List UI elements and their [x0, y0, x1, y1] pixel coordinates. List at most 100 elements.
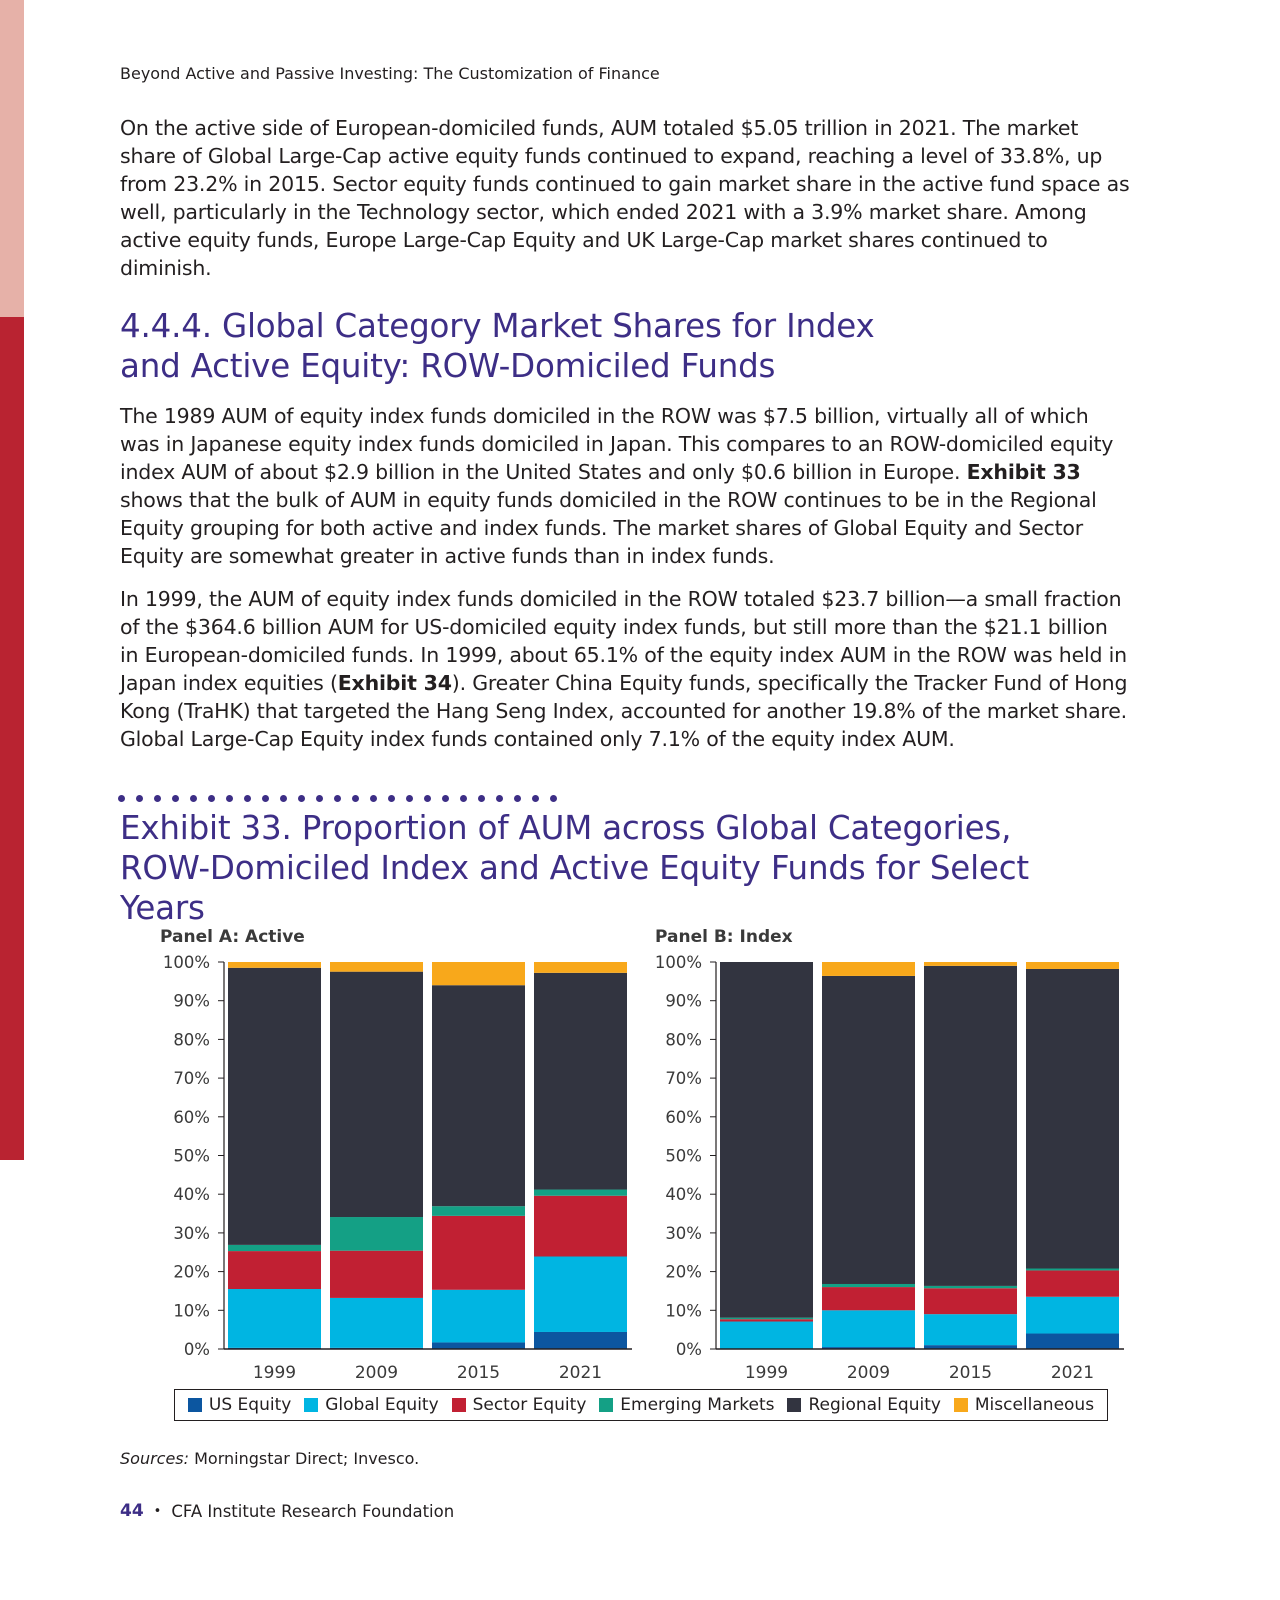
- y-tick-label: 60%: [173, 1108, 210, 1127]
- bar-segment: [720, 1321, 813, 1349]
- x-tick-label: 1999: [745, 1363, 788, 1383]
- page-footer: 44 • CFA Institute Research Foundation: [120, 1501, 454, 1521]
- divider-dot: [352, 795, 359, 802]
- y-tick-label: 40%: [665, 1185, 702, 1204]
- bar-segment: [228, 1244, 321, 1252]
- bar-segment: [720, 962, 813, 1318]
- legend-item: Regional Equity: [787, 1395, 941, 1415]
- bar-segment: [822, 962, 915, 976]
- y-tick-label: 70%: [173, 1069, 210, 1088]
- legend-swatch: [451, 1398, 466, 1412]
- bar-segment: [924, 1285, 1017, 1289]
- y-tick-label: 100%: [655, 953, 702, 972]
- bar-segment: [534, 1195, 627, 1257]
- bar-segment: [432, 962, 525, 986]
- y-tick-label: 10%: [173, 1301, 210, 1320]
- divider-dot: [496, 795, 503, 802]
- dotted-divider: [118, 795, 557, 805]
- sources-text: Morningstar Direct; Invesco.: [189, 1449, 420, 1468]
- divider-dot: [442, 795, 449, 802]
- y-tick-label: 0%: [676, 1340, 702, 1359]
- legend-swatch: [787, 1398, 802, 1412]
- bar-segment: [228, 967, 321, 1245]
- legend-item: Global Equity: [304, 1395, 439, 1415]
- sources-label: Sources:: [120, 1449, 190, 1468]
- bar-segment: [924, 1288, 1017, 1315]
- y-tick-label: 0%: [184, 1340, 210, 1359]
- divider-dot: [388, 795, 395, 802]
- bar-segment: [822, 1310, 915, 1348]
- bar-segment: [330, 1297, 423, 1348]
- x-tick-label: 2015: [457, 1363, 500, 1383]
- divider-dot: [406, 795, 413, 802]
- divider-dot: [550, 795, 557, 802]
- bar-segment: [330, 962, 423, 972]
- bar-segment: [534, 1331, 627, 1349]
- bar-segment: [1026, 1268, 1119, 1271]
- bar-segment: [924, 965, 1017, 1286]
- exhibit-title: Exhibit 33. Proportion of AUM across Glo…: [120, 809, 1029, 927]
- divider-dot: [370, 795, 377, 802]
- sources-note: Sources: Morningstar Direct; Invesco.: [120, 1449, 419, 1468]
- bar-segment: [330, 1217, 423, 1251]
- divider-dot: [208, 795, 215, 802]
- x-tick-label: 1999: [253, 1363, 296, 1383]
- paragraph-european-active: On the active side of European-domiciled…: [120, 116, 1130, 280]
- legend-swatch: [304, 1398, 319, 1412]
- bar-segment: [534, 1256, 627, 1332]
- sidebar-accent-dark: [0, 317, 24, 1160]
- running-head: Beyond Active and Passive Investing: The…: [120, 64, 660, 83]
- bar-segment: [330, 971, 423, 1218]
- bar-segment: [822, 975, 915, 1284]
- divider-dot: [316, 795, 323, 802]
- x-tick-label: 2021: [559, 1363, 602, 1383]
- bar-segment: [330, 1250, 423, 1298]
- footer-publisher: CFA Institute Research Foundation: [171, 1501, 455, 1521]
- divider-dot: [478, 795, 485, 802]
- bar-segment: [924, 1345, 1017, 1349]
- y-tick-label: 90%: [665, 992, 702, 1011]
- bar-segment: [1026, 968, 1119, 1269]
- legend-swatch: [599, 1398, 614, 1412]
- page-number: 44: [120, 1501, 144, 1521]
- legend-item: US Equity: [187, 1395, 291, 1415]
- bar-segment: [924, 962, 1017, 966]
- y-tick-label: 50%: [665, 1147, 702, 1166]
- bar-segment: [720, 1319, 813, 1322]
- y-tick-label: 20%: [173, 1263, 210, 1282]
- bar-segment: [228, 1289, 321, 1348]
- bar-segment: [432, 1289, 525, 1343]
- y-tick-label: 40%: [173, 1185, 210, 1204]
- bar-segment: [720, 1317, 813, 1320]
- y-tick-label: 80%: [173, 1030, 210, 1049]
- x-tick-label: 2021: [1051, 1363, 1094, 1383]
- bar-segment: [822, 1287, 915, 1311]
- y-tick-label: 50%: [173, 1147, 210, 1166]
- y-tick-label: 80%: [665, 1030, 702, 1049]
- legend-swatch: [187, 1398, 202, 1412]
- bar-segment: [432, 1342, 525, 1349]
- divider-dot: [244, 795, 251, 802]
- legend-label: Sector Equity: [472, 1395, 587, 1415]
- paragraph-row-1999-text-a: In 1999, the AUM of equity index funds d…: [120, 587, 1127, 695]
- y-tick-label: 30%: [173, 1224, 210, 1243]
- divider-dot: [262, 795, 269, 802]
- bar-segment: [822, 1347, 915, 1349]
- legend-item: Sector Equity: [451, 1395, 587, 1415]
- divider-dot: [154, 795, 161, 802]
- legend-label: Miscellaneous: [974, 1395, 1095, 1415]
- legend-label: Regional Equity: [808, 1395, 941, 1415]
- divider-dot: [460, 795, 467, 802]
- legend-swatch: [953, 1398, 968, 1412]
- y-tick-label: 20%: [665, 1263, 702, 1282]
- y-tick-label: 30%: [665, 1224, 702, 1243]
- bar-segment: [822, 1283, 915, 1288]
- divider-dot: [298, 795, 305, 802]
- paragraph-row-1989: The 1989 AUM of equity index funds domic…: [120, 402, 1130, 570]
- legend-label: Emerging Markets: [620, 1395, 775, 1415]
- legend-item: Emerging Markets: [599, 1395, 775, 1415]
- divider-dot: [334, 795, 341, 802]
- y-tick-label: 90%: [173, 992, 210, 1011]
- footer-bullet: •: [153, 1503, 162, 1519]
- bar-segment: [432, 985, 525, 1207]
